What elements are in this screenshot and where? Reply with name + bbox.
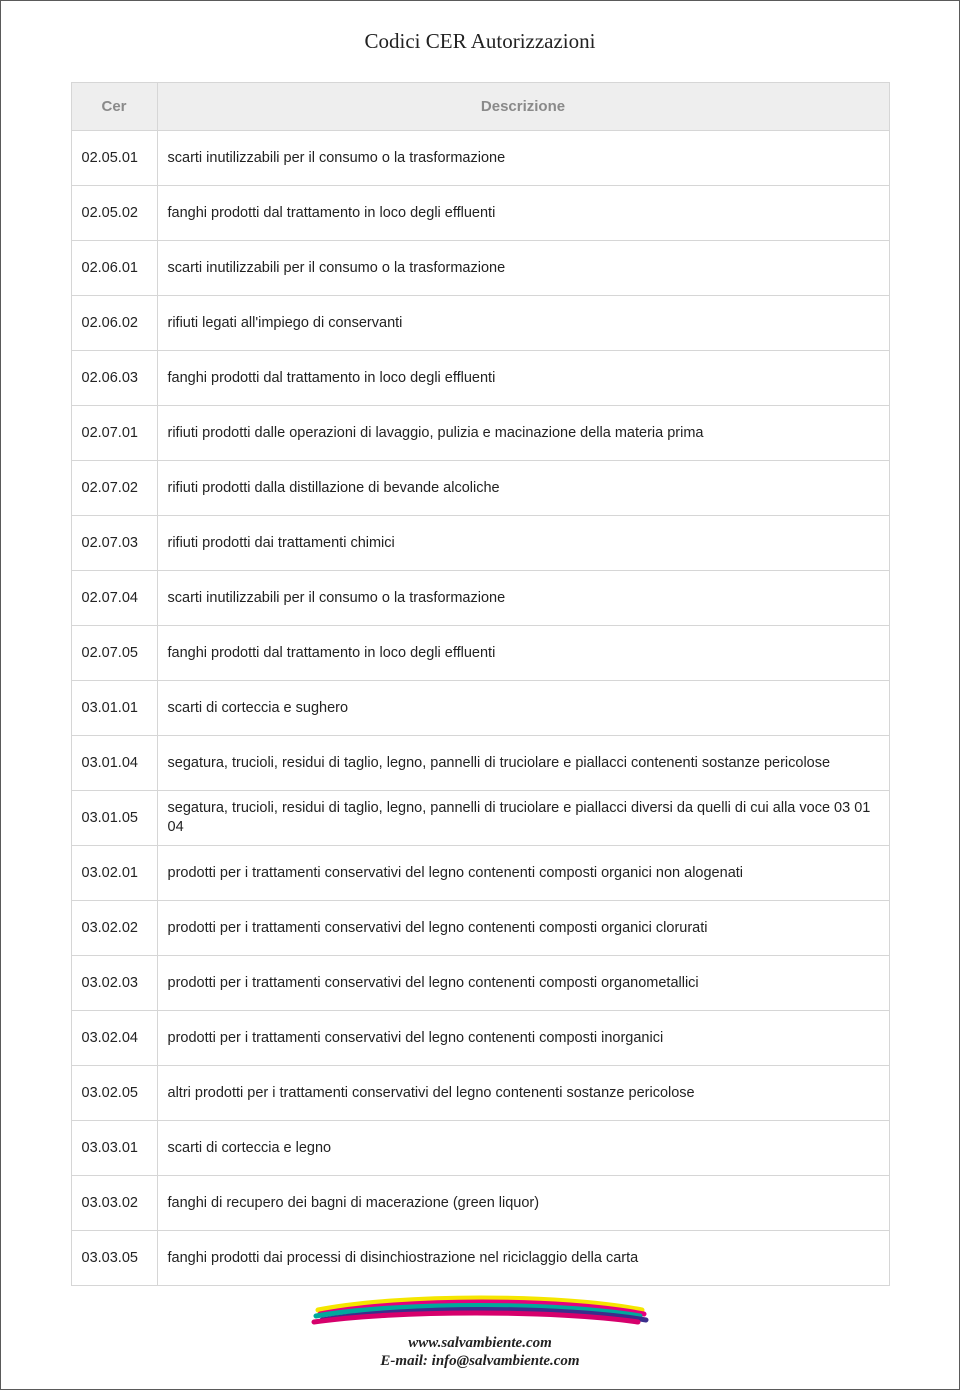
cell-desc: scarti inutilizzabili per il consumo o l…	[157, 241, 889, 296]
page-footer: www.salvambiente.com E-mail: info@salvam…	[1, 1292, 959, 1372]
cell-cer: 02.05.01	[71, 131, 157, 186]
cell-cer: 03.03.01	[71, 1121, 157, 1176]
header-cer: Cer	[71, 83, 157, 131]
table-row: 02.07.05fanghi prodotti dal trattamento …	[71, 626, 889, 681]
header-desc: Descrizione	[157, 83, 889, 131]
cell-desc: scarti inutilizzabili per il consumo o l…	[157, 571, 889, 626]
table-row: 03.01.01scarti di corteccia e sughero	[71, 681, 889, 736]
footer-website: www.salvambiente.com	[1, 1334, 959, 1353]
table-row: 02.05.01scarti inutilizzabili per il con…	[71, 131, 889, 186]
cell-desc: fanghi prodotti dal trattamento in loco …	[157, 351, 889, 406]
cell-cer: 02.06.01	[71, 241, 157, 296]
cell-cer: 02.07.05	[71, 626, 157, 681]
cell-desc: prodotti per i trattamenti conservativi …	[157, 1011, 889, 1066]
cell-cer: 03.03.02	[71, 1176, 157, 1231]
cell-cer: 03.01.05	[71, 791, 157, 846]
table-row: 03.02.03prodotti per i trattamenti conse…	[71, 956, 889, 1011]
cell-desc: scarti di corteccia e legno	[157, 1121, 889, 1176]
cell-cer: 03.03.05	[71, 1231, 157, 1286]
cell-cer: 02.07.04	[71, 571, 157, 626]
cell-desc: segatura, trucioli, residui di taglio, l…	[157, 736, 889, 791]
cell-desc: scarti inutilizzabili per il consumo o l…	[157, 131, 889, 186]
table-body: 02.05.01scarti inutilizzabili per il con…	[71, 131, 889, 1286]
cell-desc: prodotti per i trattamenti conservativi …	[157, 901, 889, 956]
cell-desc: rifiuti prodotti dai trattamenti chimici	[157, 516, 889, 571]
cell-cer: 03.01.04	[71, 736, 157, 791]
footer-email: E-mail: info@salvambiente.com	[1, 1352, 959, 1371]
cell-cer: 02.05.02	[71, 186, 157, 241]
table-row: 02.07.01rifiuti prodotti dalle operazion…	[71, 406, 889, 461]
cer-table: Cer Descrizione 02.05.01scarti inutilizz…	[71, 82, 890, 1286]
cell-desc: segatura, trucioli, residui di taglio, l…	[157, 791, 889, 846]
table-row: 03.02.01prodotti per i trattamenti conse…	[71, 846, 889, 901]
table-row: 02.07.02rifiuti prodotti dalla distillaz…	[71, 461, 889, 516]
cell-desc: altri prodotti per i trattamenti conserv…	[157, 1066, 889, 1121]
cell-desc: prodotti per i trattamenti conservativi …	[157, 956, 889, 1011]
logo-stripes-icon	[310, 1292, 650, 1328]
table-row: 02.07.04scarti inutilizzabili per il con…	[71, 571, 889, 626]
cell-cer: 03.02.02	[71, 901, 157, 956]
cell-desc: rifiuti legati all'impiego di conservant…	[157, 296, 889, 351]
table-row: 03.03.01scarti di corteccia e legno	[71, 1121, 889, 1176]
page-title: Codici CER Autorizzazioni	[1, 29, 959, 54]
table-row: 03.01.05segatura, trucioli, residui di t…	[71, 791, 889, 846]
table-row: 02.06.01scarti inutilizzabili per il con…	[71, 241, 889, 296]
cell-cer: 03.01.01	[71, 681, 157, 736]
table-row: 02.06.02rifiuti legati all'impiego di co…	[71, 296, 889, 351]
cell-desc: fanghi prodotti dal trattamento in loco …	[157, 626, 889, 681]
cell-desc: prodotti per i trattamenti conservativi …	[157, 846, 889, 901]
cell-cer: 03.02.03	[71, 956, 157, 1011]
cell-desc: fanghi di recupero dei bagni di macerazi…	[157, 1176, 889, 1231]
table-row: 03.01.04segatura, trucioli, residui di t…	[71, 736, 889, 791]
cell-desc: rifiuti prodotti dalla distillazione di …	[157, 461, 889, 516]
table-row: 02.05.02fanghi prodotti dal trattamento …	[71, 186, 889, 241]
cell-desc: scarti di corteccia e sughero	[157, 681, 889, 736]
table-row: 03.02.02prodotti per i trattamenti conse…	[71, 901, 889, 956]
cell-desc: fanghi prodotti dai processi di disinchi…	[157, 1231, 889, 1286]
cell-cer: 02.06.03	[71, 351, 157, 406]
cell-cer: 02.07.02	[71, 461, 157, 516]
cell-cer: 03.02.05	[71, 1066, 157, 1121]
table-row: 03.03.05fanghi prodotti dai processi di …	[71, 1231, 889, 1286]
cell-cer: 03.02.01	[71, 846, 157, 901]
cell-cer: 03.02.04	[71, 1011, 157, 1066]
table-row: 03.03.02fanghi di recupero dei bagni di …	[71, 1176, 889, 1231]
cell-cer: 02.07.03	[71, 516, 157, 571]
table-row: 03.02.05altri prodotti per i trattamenti…	[71, 1066, 889, 1121]
cell-desc: fanghi prodotti dal trattamento in loco …	[157, 186, 889, 241]
cell-cer: 02.06.02	[71, 296, 157, 351]
table-row: 02.07.03rifiuti prodotti dai trattamenti…	[71, 516, 889, 571]
table-row: 03.02.04prodotti per i trattamenti conse…	[71, 1011, 889, 1066]
cell-desc: rifiuti prodotti dalle operazioni di lav…	[157, 406, 889, 461]
table-row: 02.06.03fanghi prodotti dal trattamento …	[71, 351, 889, 406]
page-frame: Codici CER Autorizzazioni Cer Descrizion…	[0, 0, 960, 1390]
table-header-row: Cer Descrizione	[71, 83, 889, 131]
cell-cer: 02.07.01	[71, 406, 157, 461]
